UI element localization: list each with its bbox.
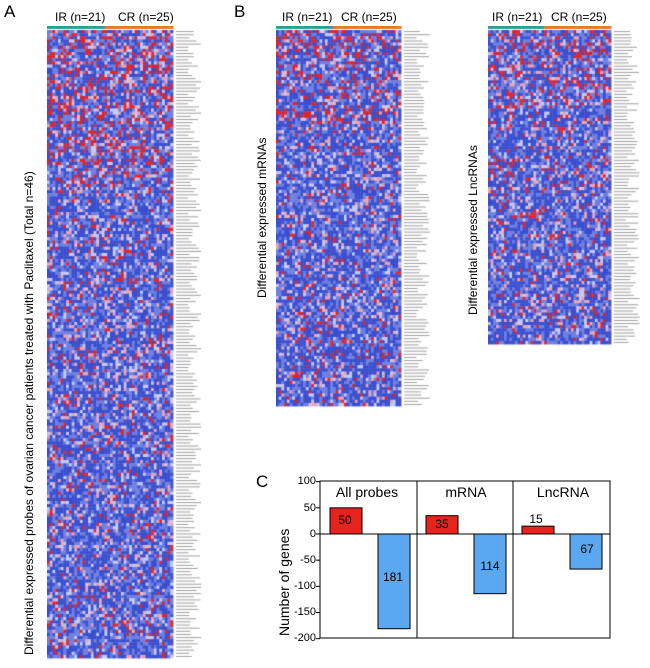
chart-category-all-probes: All probes	[335, 484, 399, 500]
bar-label-lncrna-down: 67	[580, 542, 594, 556]
cr-group-label-a: CR (n=25)	[118, 10, 174, 24]
heatmap-mrna	[276, 26, 431, 408]
ir-group-label-b1: IR (n=21)	[282, 10, 333, 24]
bar-up-mrna	[425, 515, 459, 535]
bar-label-all-down: 181	[382, 570, 404, 584]
y-tick-minus-200: -200	[293, 632, 316, 644]
bar-down-lncrna	[569, 533, 603, 570]
y-ticks	[316, 481, 320, 640]
panel-label-a: A	[4, 2, 16, 21]
ir-group-label-a: IR (n=21)	[55, 10, 106, 24]
y-tick-50: 50	[303, 502, 316, 514]
cr-group-label-b1: CR (n=25)	[341, 10, 397, 24]
heatmap-probes	[47, 26, 201, 660]
ir-group-label-b2: IR (n=21)	[492, 10, 543, 24]
chart-category-lncrna: LncRNA	[536, 484, 590, 500]
chart-frame	[319, 480, 611, 639]
bar-label-all-up: 50	[338, 513, 352, 527]
heatmap-lncrna	[488, 26, 643, 346]
bars	[329, 507, 603, 630]
y-tick-0: 0	[309, 528, 316, 540]
panel-label-b: B	[234, 2, 246, 21]
bar-down-mrna	[473, 533, 507, 595]
y-tick-minus-150: -150	[293, 606, 316, 618]
bar-label-mrna-up: 35	[435, 517, 449, 531]
bar-down-all-probes	[377, 533, 411, 630]
bar-up-lncrna	[521, 525, 555, 535]
cr-group-label-b2: CR (n=25)	[551, 10, 607, 24]
bar-up-all-probes	[329, 507, 363, 535]
y-tick-minus-100: -100	[293, 580, 316, 592]
y-tick-minus-50: -50	[300, 554, 316, 566]
chart-category-mrna: mRNA	[445, 484, 487, 500]
bar-label-mrna-down: 114	[480, 559, 500, 573]
y-tick-100: 100	[297, 475, 316, 487]
panel-label-c: C	[256, 472, 269, 491]
bar-label-lncrna-up: 15	[529, 512, 543, 526]
